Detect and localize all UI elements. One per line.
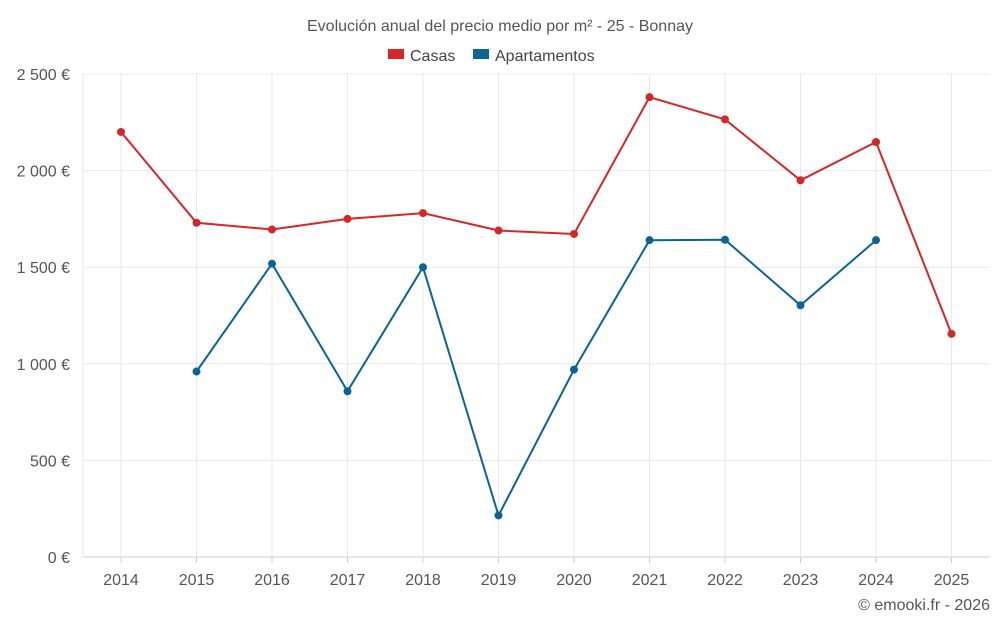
chart-title: Evolución anual del precio medio por m² … <box>307 18 693 35</box>
y-tick-label: 1 500 € <box>17 260 70 277</box>
legend[interactable]: Casas Apartamentos <box>388 48 595 65</box>
credit-text: © emooki.fr - 2026 <box>858 597 990 614</box>
data-point-casas-2021[interactable] <box>645 93 654 102</box>
series-casas <box>117 93 956 338</box>
legend-label-apartamentos: Apartamentos <box>495 48 595 65</box>
series <box>117 93 956 520</box>
x-tick-label: 2017 <box>330 572 366 589</box>
y-tick-label: 2 500 € <box>17 67 70 84</box>
series-line-apartamentos <box>195 238 877 519</box>
data-point-casas-2023[interactable] <box>796 176 805 185</box>
data-point-casas-2014[interactable] <box>117 127 125 136</box>
data-point-apartamentos-2019[interactable] <box>494 511 503 520</box>
data-point-apartamentos-2016[interactable] <box>268 259 276 268</box>
series-apartamentos <box>192 235 880 520</box>
data-point-casas-2016[interactable] <box>268 225 276 234</box>
x-tick-label: 2020 <box>556 572 592 589</box>
data-point-apartamentos-2021[interactable] <box>645 236 654 245</box>
x-tick-label: 2016 <box>254 572 290 589</box>
x-tick-label: 2021 <box>632 572 668 589</box>
x-tick-label: 2025 <box>934 572 970 589</box>
legend-swatch-casas <box>388 49 404 59</box>
data-point-apartamentos-2023[interactable] <box>796 301 805 310</box>
data-point-apartamentos-2022[interactable] <box>721 235 729 244</box>
x-tick-label: 2019 <box>481 572 517 589</box>
legend-swatch-apartamentos <box>473 49 489 59</box>
data-point-casas-2015[interactable] <box>192 218 201 227</box>
data-point-apartamentos-2015[interactable] <box>192 367 201 376</box>
data-point-casas-2017[interactable] <box>343 214 352 223</box>
y-tick-label: 2 000 € <box>17 164 70 181</box>
x-tick-label: 2014 <box>103 572 139 589</box>
data-point-apartamentos-2018[interactable] <box>419 263 427 272</box>
x-tick-label: 2024 <box>858 572 894 589</box>
y-tick-label: 1 000 € <box>17 357 70 374</box>
x-tick-label: 2022 <box>707 572 743 589</box>
data-point-casas-2018[interactable] <box>419 209 427 218</box>
legend-label-casas: Casas <box>410 48 455 65</box>
y-tick-label: 0 € <box>48 550 70 567</box>
data-point-casas-2022[interactable] <box>721 115 729 124</box>
data-point-apartamentos-2017[interactable] <box>343 387 352 396</box>
x-tick-label: 2018 <box>405 572 441 589</box>
data-point-casas-2020[interactable] <box>570 229 578 238</box>
data-point-casas-2019[interactable] <box>494 226 503 235</box>
legend-item-apartamentos[interactable]: Apartamentos <box>473 48 595 65</box>
grid <box>83 73 990 558</box>
x-tick-label: 2023 <box>783 572 819 589</box>
axes: 0 € 500 € 1 000 € 1 500 € 2 000 € 2 500 € 2014… <box>17 67 970 589</box>
y-tick-label: 500 € <box>30 453 70 470</box>
data-point-apartamentos-2024[interactable] <box>872 236 880 245</box>
series-line-casas <box>120 96 953 335</box>
data-point-casas-2025[interactable] <box>947 329 956 338</box>
data-point-apartamentos-2020[interactable] <box>570 365 578 374</box>
data-point-casas-2024[interactable] <box>872 138 880 147</box>
x-tick-label: 2015 <box>179 572 215 589</box>
legend-item-casas[interactable]: Casas <box>388 48 455 65</box>
